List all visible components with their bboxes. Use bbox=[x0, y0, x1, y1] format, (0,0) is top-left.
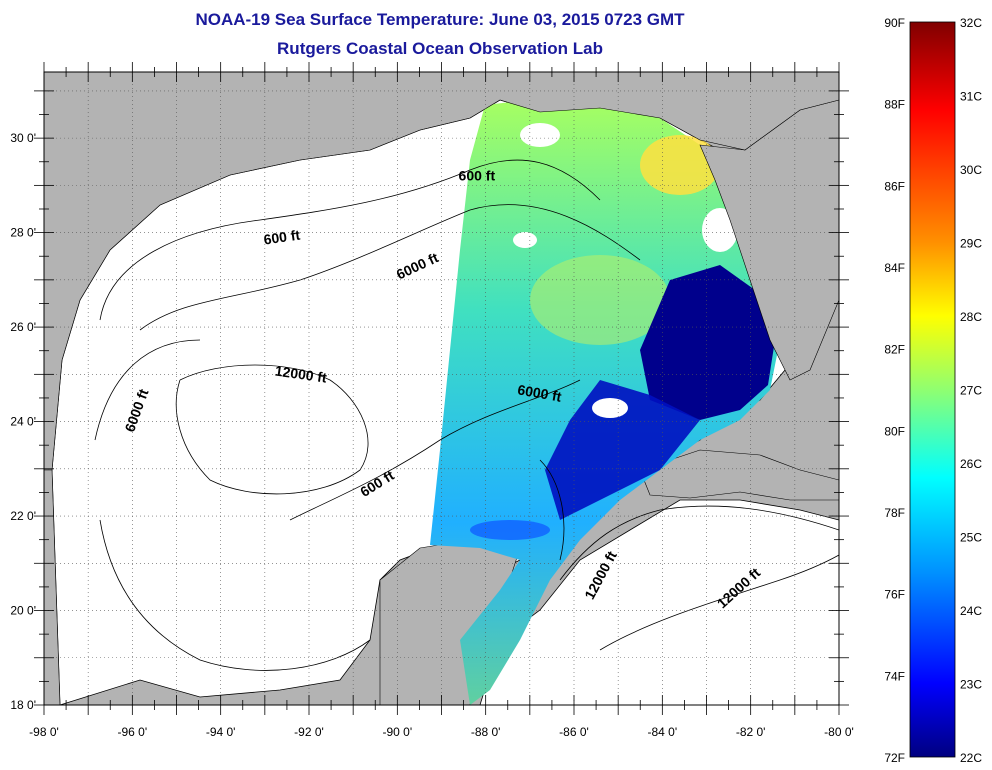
cuba-land bbox=[639, 449, 839, 501]
colorbar-f-label: 80F bbox=[884, 424, 905, 438]
longitude-label: -96 0' bbox=[118, 725, 148, 739]
colorbar-c-label: 23C bbox=[960, 678, 982, 692]
longitude-label: -98 0' bbox=[29, 725, 59, 739]
warm-patch bbox=[530, 255, 670, 345]
colorbar-c-label: 30C bbox=[960, 163, 982, 177]
colorbar-c-label: 28C bbox=[960, 310, 982, 324]
colorbar-f-label: 72F bbox=[884, 751, 905, 765]
colorbar-c-label: 26C bbox=[960, 457, 982, 471]
colorbar-c-label: 27C bbox=[960, 384, 982, 398]
colorbar-f-label: 88F bbox=[884, 98, 905, 112]
colorbar-f-label: 76F bbox=[884, 588, 905, 602]
warm-patch bbox=[640, 135, 720, 195]
colorbar-f-label: 82F bbox=[884, 343, 905, 357]
contour-label: 12000 ft bbox=[274, 363, 328, 386]
colorbar-c-label: 22C bbox=[960, 751, 982, 765]
longitude-label: -88 0' bbox=[471, 725, 501, 739]
bathymetry-contours bbox=[94, 159, 839, 671]
longitude-label: -84 0' bbox=[648, 725, 678, 739]
contour-label: 6000 ft bbox=[516, 381, 563, 405]
cloud-gap bbox=[513, 232, 537, 248]
cold-patch bbox=[640, 265, 775, 420]
longitude-label: -94 0' bbox=[206, 725, 236, 739]
colorbar-c-label: 24C bbox=[960, 604, 982, 618]
longitude-label: -86 0' bbox=[559, 725, 589, 739]
longitude-label: -82 0' bbox=[736, 725, 766, 739]
latitude-label: 28 0' bbox=[10, 226, 36, 240]
cloud-gap bbox=[592, 398, 628, 418]
colorbar-c-label: 29C bbox=[960, 237, 982, 251]
cold-patch bbox=[470, 520, 550, 540]
latitude-label: 26 0' bbox=[10, 320, 36, 334]
graticule bbox=[44, 72, 839, 705]
latitude-label: 22 0' bbox=[10, 509, 36, 523]
colorbar-labels: 90F 88F 86F 84F 82F 80F 78F 76F 74F 72F 32C 31C 30C 2… bbox=[884, 16, 982, 765]
axis-ticks bbox=[34, 62, 849, 715]
colorbar-f-label: 90F bbox=[884, 16, 905, 30]
latitude-label: 30 0' bbox=[10, 131, 36, 145]
colorbar-c-label: 25C bbox=[960, 531, 982, 545]
latitude-labels: 30 0' 28 0' 26 0' 24 0' 22 0' 20 0' 18 0' bbox=[10, 131, 36, 712]
latitude-label: 18 0' bbox=[10, 698, 36, 712]
us-coast-land bbox=[44, 72, 839, 471]
longitude-label: -90 0' bbox=[383, 725, 413, 739]
contour-label: 600 ft bbox=[263, 227, 302, 248]
colorbar-c-label: 31C bbox=[960, 90, 982, 104]
colorbar bbox=[909, 21, 956, 758]
cloud-gap bbox=[520, 123, 560, 147]
map-subtitle: Rutgers Coastal Ocean Observation Lab bbox=[277, 39, 603, 58]
longitude-label: -80 0' bbox=[824, 725, 854, 739]
colorbar-f-label: 74F bbox=[884, 669, 905, 683]
colorbar-f-label: 86F bbox=[884, 179, 905, 193]
latitude-label: 24 0' bbox=[10, 415, 36, 429]
longitude-label: -92 0' bbox=[294, 725, 324, 739]
longitude-labels: -98 0' -96 0' -94 0' -92 0' -90 0' -88 0' -86 … bbox=[29, 725, 854, 739]
cold-patch bbox=[545, 380, 700, 520]
colorbar-f-label: 84F bbox=[884, 261, 905, 275]
colorbar-c-label: 32C bbox=[960, 16, 982, 30]
map-title: NOAA-19 Sea Surface Temperature: June 03… bbox=[195, 10, 685, 29]
latitude-label: 20 0' bbox=[10, 604, 36, 618]
colorbar-f-label: 78F bbox=[884, 506, 905, 520]
mexico-land bbox=[44, 469, 61, 705]
contour-label: 600 ft bbox=[459, 168, 496, 184]
cloud-gap bbox=[702, 208, 738, 252]
